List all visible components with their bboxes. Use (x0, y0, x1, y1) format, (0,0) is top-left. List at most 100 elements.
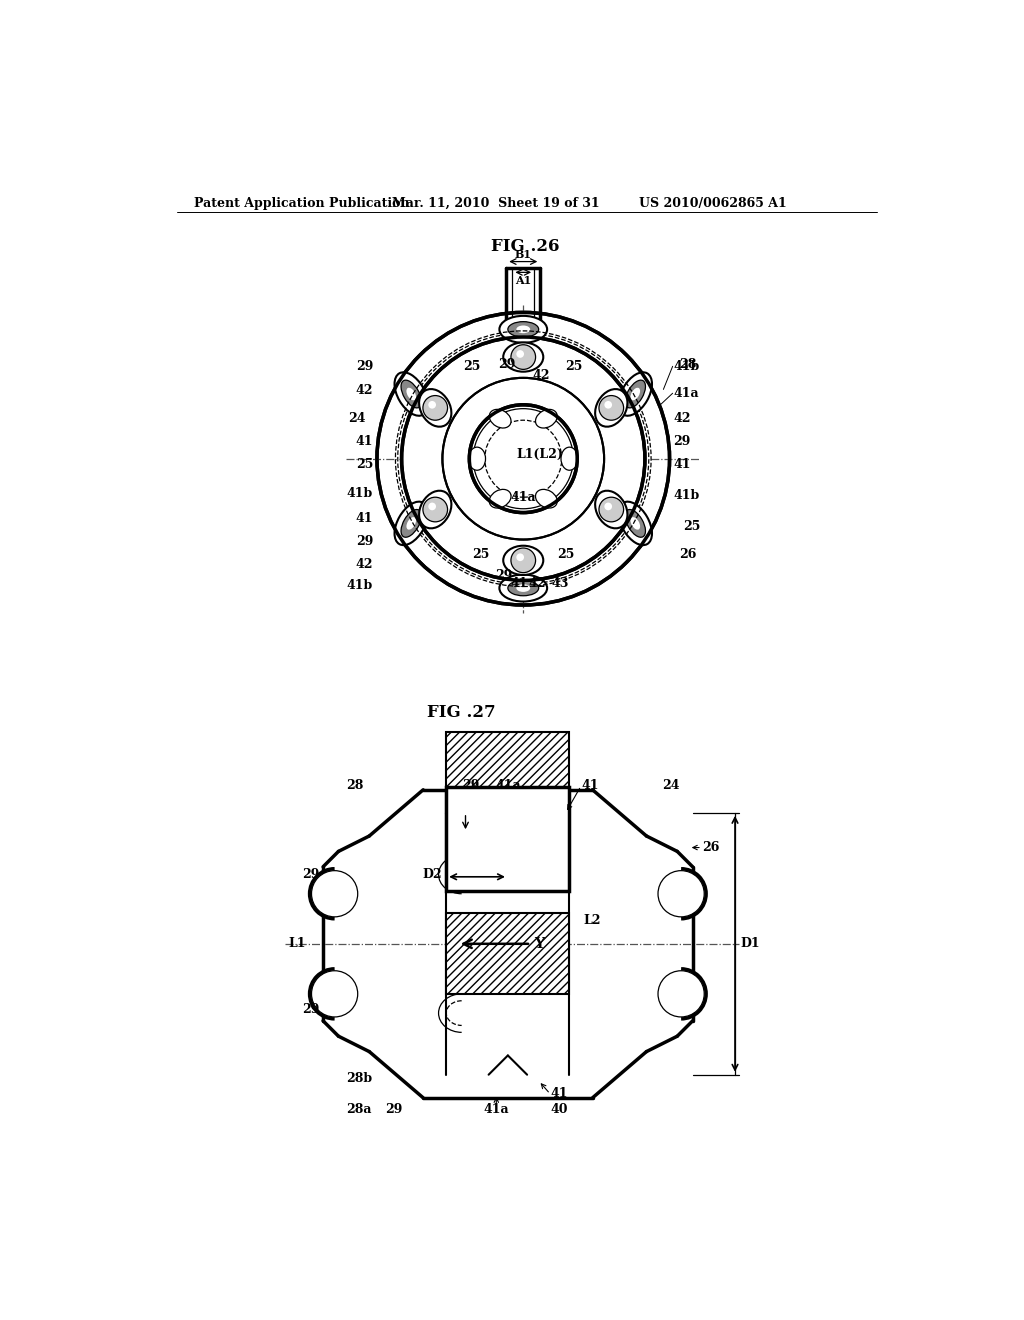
Text: 29: 29 (302, 869, 319, 880)
Bar (446, 913, 569, 994)
Ellipse shape (508, 322, 539, 337)
Text: 29: 29 (496, 569, 513, 582)
Text: 28a: 28a (346, 1102, 372, 1115)
Ellipse shape (394, 372, 428, 416)
Text: 42: 42 (355, 558, 373, 572)
Ellipse shape (419, 389, 452, 426)
Circle shape (511, 345, 536, 370)
Circle shape (516, 350, 524, 358)
Text: 41a: 41a (510, 491, 537, 504)
Circle shape (428, 503, 436, 511)
Text: 40: 40 (550, 1102, 567, 1115)
Text: 24: 24 (348, 412, 366, 425)
Ellipse shape (419, 491, 452, 528)
Text: 41a: 41a (674, 387, 699, 400)
Text: D2: D2 (423, 869, 442, 880)
Ellipse shape (503, 342, 544, 372)
Ellipse shape (500, 574, 547, 602)
Ellipse shape (595, 389, 628, 426)
Ellipse shape (473, 409, 573, 508)
Text: 41a: 41a (495, 779, 520, 792)
Ellipse shape (508, 581, 539, 595)
Text: 26: 26 (679, 548, 696, 561)
Text: 25: 25 (683, 520, 700, 533)
Ellipse shape (625, 510, 645, 537)
Text: US 2010/0062865 A1: US 2010/0062865 A1 (639, 197, 786, 210)
Bar (446, 733, 569, 813)
Text: 41a: 41a (483, 1102, 509, 1115)
Text: L2: L2 (584, 915, 601, 927)
Text: L1: L1 (289, 937, 306, 950)
Text: 41: 41 (511, 577, 528, 590)
Circle shape (311, 970, 357, 1016)
Text: B1: B1 (515, 249, 531, 260)
Text: 42: 42 (674, 412, 691, 425)
Ellipse shape (625, 380, 645, 408)
Text: FIG .27: FIG .27 (427, 705, 496, 721)
Ellipse shape (401, 337, 645, 581)
Text: 41b: 41b (674, 490, 699, 502)
Text: 29: 29 (355, 536, 373, 548)
Text: 41b: 41b (674, 360, 699, 372)
Text: 41: 41 (674, 458, 691, 471)
Ellipse shape (536, 490, 557, 508)
Text: 41: 41 (550, 1088, 567, 1101)
Text: 29: 29 (355, 360, 373, 372)
Circle shape (428, 401, 436, 409)
Ellipse shape (595, 491, 628, 528)
Ellipse shape (394, 502, 428, 545)
Text: 29: 29 (499, 358, 515, 371)
Circle shape (516, 553, 524, 561)
Ellipse shape (503, 545, 544, 576)
Text: 41b: 41b (347, 579, 373, 593)
Text: 25: 25 (355, 458, 373, 471)
Text: 26: 26 (701, 841, 719, 854)
Ellipse shape (516, 326, 530, 333)
Text: 41b: 41b (347, 487, 373, 500)
Ellipse shape (516, 585, 530, 591)
Text: D1: D1 (740, 937, 760, 950)
Text: A1: A1 (515, 275, 531, 285)
Text: 42: 42 (355, 384, 373, 397)
Text: FIG .26: FIG .26 (490, 239, 559, 256)
Text: 25: 25 (565, 360, 583, 372)
Text: Mar. 11, 2010  Sheet 19 of 31: Mar. 11, 2010 Sheet 19 of 31 (392, 197, 600, 210)
Ellipse shape (442, 378, 604, 540)
Text: 28b: 28b (346, 1072, 373, 1085)
Text: 41: 41 (581, 779, 598, 792)
Ellipse shape (489, 409, 511, 428)
Text: 29: 29 (302, 1003, 319, 1016)
Circle shape (423, 396, 447, 420)
Circle shape (511, 548, 536, 573)
Ellipse shape (469, 405, 578, 512)
Text: L1(L2): L1(L2) (517, 449, 563, 462)
Ellipse shape (401, 510, 422, 537)
Circle shape (658, 970, 705, 1016)
Text: Patent Application Publication: Patent Application Publication (194, 197, 410, 210)
Ellipse shape (500, 315, 547, 343)
Ellipse shape (631, 388, 640, 400)
Text: 42: 42 (528, 577, 546, 590)
Text: 25: 25 (472, 548, 489, 561)
Ellipse shape (407, 388, 416, 400)
Text: Y: Y (534, 937, 544, 950)
Circle shape (604, 401, 612, 409)
Text: 29: 29 (462, 779, 479, 792)
Ellipse shape (407, 517, 416, 529)
Bar (446, 787, 569, 891)
Text: 42: 42 (532, 370, 550, 381)
Ellipse shape (377, 313, 670, 605)
Ellipse shape (631, 517, 640, 529)
Ellipse shape (536, 409, 557, 428)
Ellipse shape (489, 490, 511, 508)
Text: 43: 43 (552, 577, 569, 590)
Text: 28: 28 (679, 358, 696, 371)
Ellipse shape (561, 447, 578, 470)
Text: 25: 25 (464, 360, 481, 372)
Circle shape (599, 498, 624, 521)
Text: 25: 25 (557, 548, 574, 561)
Circle shape (423, 498, 447, 521)
Ellipse shape (401, 380, 422, 408)
Circle shape (658, 871, 705, 917)
Circle shape (599, 396, 624, 420)
